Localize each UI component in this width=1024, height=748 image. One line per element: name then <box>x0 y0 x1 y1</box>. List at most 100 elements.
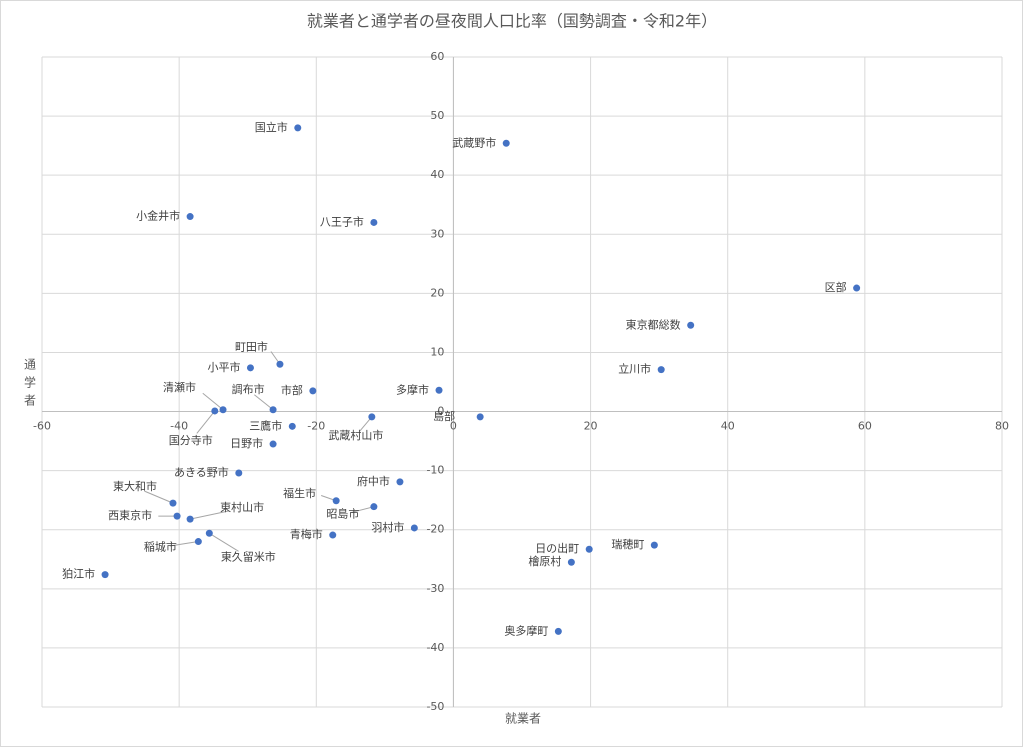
point-label: 昭島市 <box>326 507 359 521</box>
point-label: 稲城市 <box>144 540 177 554</box>
point <box>205 529 213 537</box>
leader-line <box>254 394 274 411</box>
y-tick-label: -50 <box>426 700 444 713</box>
point-label: 町田市 <box>235 339 268 353</box>
point <box>269 440 277 448</box>
point-label: 多摩市 <box>396 382 429 396</box>
point-label: 市部 <box>281 383 303 397</box>
point-label: 青梅市 <box>290 527 323 541</box>
x-tick-label: 20 <box>584 420 598 433</box>
point-label: 島部 <box>433 409 455 423</box>
x-tick-label: 40 <box>721 420 735 433</box>
point <box>476 413 484 421</box>
point <box>186 213 194 221</box>
point-label: 小平市 <box>207 360 240 374</box>
point <box>332 497 340 505</box>
point-label: あきる野市 <box>174 465 229 479</box>
point-label: 奥多摩町 <box>504 623 548 637</box>
y-tick-label: -10 <box>426 464 444 477</box>
point-label: 東京都総数 <box>626 317 681 331</box>
point-label: 東村山市 <box>220 500 264 514</box>
point <box>368 413 376 421</box>
point <box>186 515 194 523</box>
x-tick-label: 80 <box>995 420 1009 433</box>
point <box>288 422 296 430</box>
point-label: 八王子市 <box>320 214 364 228</box>
point-label: 日の出町 <box>535 541 579 555</box>
leader-line <box>209 532 239 552</box>
point-label: 調布市 <box>232 382 265 396</box>
y-tick-label: 40 <box>430 168 444 181</box>
point <box>853 284 861 292</box>
point-label: 羽村市 <box>371 520 404 534</box>
y-tick-label: 0 <box>437 405 444 418</box>
point <box>435 386 443 394</box>
x-tick-label: -40 <box>170 420 188 433</box>
point <box>101 571 109 579</box>
point <box>235 469 243 477</box>
point <box>396 478 404 486</box>
point <box>502 139 510 147</box>
point-label: 東大和市 <box>113 479 157 493</box>
point-label: 国立市 <box>255 120 288 134</box>
point-label: 檜原村 <box>528 554 561 568</box>
point <box>410 524 418 532</box>
leader-line <box>190 510 230 520</box>
leader-line <box>202 392 224 411</box>
y-tick-label: 10 <box>430 345 444 358</box>
x-tick-label: 0 <box>450 420 457 433</box>
point-label: 三鷹市 <box>249 418 282 432</box>
point-label: 国分寺市 <box>169 433 213 447</box>
y-tick-label: 50 <box>430 109 444 122</box>
y-axis-label: 通学者 <box>23 358 37 412</box>
point <box>169 499 177 507</box>
y-tick-label: 20 <box>430 286 444 299</box>
point <box>276 360 284 368</box>
point <box>269 406 277 414</box>
y-tick-label: 30 <box>430 227 444 240</box>
point-label: 立川市 <box>618 362 651 376</box>
point-label: 日野市 <box>230 436 263 450</box>
point <box>554 627 562 635</box>
chart-title: 就業者と通学者の昼夜間人口比率（国勢調査・令和2年） <box>307 12 717 31</box>
y-tick-label: -20 <box>426 523 444 536</box>
point <box>567 558 575 566</box>
x-axis-label: 就業者 <box>505 712 541 726</box>
point-label: 西東京市 <box>108 508 152 522</box>
y-tick-label: 60 <box>430 50 444 63</box>
point <box>370 218 378 226</box>
point <box>246 364 254 372</box>
point-label: 武蔵野市 <box>452 135 496 149</box>
point <box>194 538 202 546</box>
point-label: 府中市 <box>357 474 390 488</box>
point <box>657 366 665 374</box>
point <box>650 541 658 549</box>
x-tick-label: -60 <box>33 420 51 433</box>
leader-line <box>169 541 199 547</box>
leader-line <box>350 506 375 514</box>
point-label: 狛江市 <box>62 567 95 581</box>
point-label: 武蔵村山市 <box>328 428 383 442</box>
point <box>219 406 227 414</box>
leader-line <box>144 490 174 504</box>
point <box>585 545 593 553</box>
point <box>211 407 219 415</box>
point-label: 清瀬市 <box>163 380 196 394</box>
point-label: 福生市 <box>283 486 316 500</box>
point <box>370 503 378 511</box>
point <box>329 531 337 539</box>
point <box>309 387 317 395</box>
x-tick-label: -20 <box>307 420 325 433</box>
point <box>687 321 695 329</box>
point-label: 東久留米市 <box>221 549 276 563</box>
x-tick-label: 60 <box>858 420 872 433</box>
point-label: 小金井市 <box>136 209 180 223</box>
point-label: 区部 <box>825 280 847 294</box>
leader-line <box>196 410 216 434</box>
point <box>294 124 302 132</box>
y-tick-label: -30 <box>426 582 444 595</box>
point <box>173 512 181 520</box>
y-tick-label: -40 <box>426 641 444 654</box>
